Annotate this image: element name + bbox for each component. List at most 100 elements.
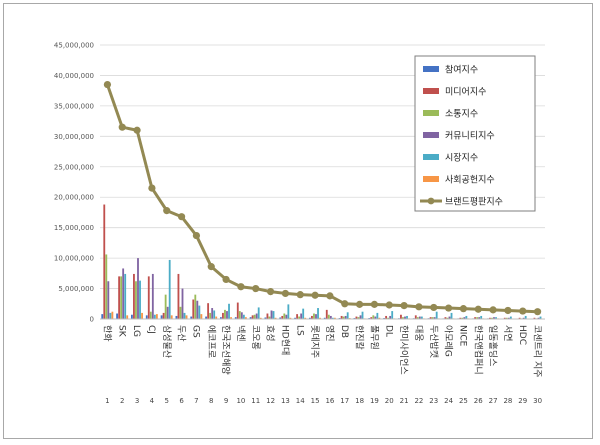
brand-reputation-line: [103, 80, 542, 316]
y-tick-label: 10,000,000: [54, 255, 94, 263]
bar: [170, 315, 173, 319]
line-point: [237, 283, 245, 291]
bars: [101, 204, 544, 319]
bar: [480, 315, 483, 319]
line-point: [103, 80, 112, 89]
legend-label: 커뮤니티지수: [445, 131, 495, 142]
bar: [285, 314, 288, 319]
line-point: [148, 184, 156, 192]
bar: [509, 316, 512, 319]
bar: [120, 276, 123, 319]
bar: [236, 302, 239, 319]
bar: [287, 304, 290, 319]
bar: [198, 305, 201, 319]
bar: [139, 280, 141, 319]
bar: [431, 317, 434, 319]
bar: [344, 315, 347, 319]
bar: [109, 312, 112, 319]
bar: [446, 317, 449, 319]
bar: [179, 306, 182, 319]
rank-label: 26: [474, 397, 483, 405]
rank-label: 25: [459, 397, 468, 405]
bar: [524, 315, 527, 319]
bar: [274, 317, 277, 319]
category-label: 영진: [324, 325, 335, 342]
line-point: [504, 306, 512, 315]
bar: [450, 312, 453, 319]
bar: [359, 315, 362, 319]
bar: [116, 313, 118, 319]
bar: [228, 303, 230, 319]
rank-label: 9: [224, 397, 228, 405]
rank-label: 15: [311, 397, 320, 405]
line-point: [326, 292, 334, 300]
bar: [181, 288, 184, 319]
line-point: [385, 301, 393, 309]
legend-label: 미디어지수: [445, 87, 486, 98]
line-point: [296, 291, 304, 299]
rank-label: 24: [444, 397, 453, 405]
bar: [137, 258, 139, 319]
line-point: [400, 302, 408, 310]
category-label: CJ: [146, 325, 156, 334]
category-label: 한국앤컴퍼니: [472, 325, 484, 375]
bar: [416, 317, 419, 319]
line-point: [489, 306, 497, 314]
category-label: GS: [190, 325, 200, 338]
line-point: [192, 231, 201, 240]
bar: [122, 268, 125, 319]
bar: [372, 315, 375, 319]
bar: [429, 317, 432, 319]
bar: [168, 259, 171, 319]
category-label: 에코프로: [205, 325, 216, 358]
bar: [155, 314, 158, 319]
y-tick-label: 15,000,000: [54, 224, 94, 232]
category-label: 서연: [502, 325, 513, 342]
rank-label: 7: [194, 397, 198, 405]
bar: [118, 276, 121, 319]
bar: [325, 309, 328, 319]
bar: [279, 317, 282, 319]
bar: [135, 281, 137, 319]
bar: [448, 316, 451, 319]
rank-label: 3: [135, 397, 139, 405]
bar: [378, 317, 381, 319]
legend-swatch: [423, 154, 439, 160]
bar: [283, 313, 286, 319]
bar: [302, 308, 305, 319]
x-axis-rank-labels: 1 2 3 4 5 6 7 8 9 10 11 12 13 14 15 16 17 18 19 20 21 22 23 24 2…: [105, 397, 542, 405]
y-axis-tick-labels: 0 5,000,000 10,000,000 15,000,000 20,000,000…: [54, 42, 94, 324]
bar: [420, 316, 423, 319]
rank-label: 11: [251, 397, 260, 405]
rank-label: 30: [533, 397, 542, 405]
bar: [435, 311, 438, 319]
bar: [327, 314, 330, 319]
line-point: [444, 304, 453, 312]
bar: [385, 315, 388, 319]
bar: [444, 317, 447, 319]
bar: [459, 317, 462, 319]
category-label: 한화: [101, 325, 112, 342]
legend-label: 사회공헌지수: [445, 175, 495, 186]
category-label: DL: [383, 325, 393, 337]
legend-label: 소통지수: [445, 109, 478, 120]
bar: [387, 317, 390, 319]
x-axis-category-labels: 한화 SK LG CJ 삼성물산 두산 GS 에코프로 한국조선해양 넥센 코오롱 효성 HD현대 LS 롯…: [101, 325, 542, 378]
bar: [124, 273, 127, 319]
bar: [406, 315, 408, 319]
bar: [418, 316, 421, 319]
bar: [224, 309, 226, 319]
line-point: [519, 307, 527, 315]
bar: [376, 312, 379, 319]
bar: [234, 317, 237, 319]
bar: [205, 316, 207, 319]
bar: [489, 317, 491, 319]
bar: [507, 317, 510, 319]
line-point: [415, 303, 423, 311]
bar: [329, 315, 332, 319]
bar: [495, 317, 497, 319]
line-point: [341, 300, 349, 308]
y-tick-label: 0: [90, 316, 94, 324]
rank-label: 20: [385, 397, 394, 405]
